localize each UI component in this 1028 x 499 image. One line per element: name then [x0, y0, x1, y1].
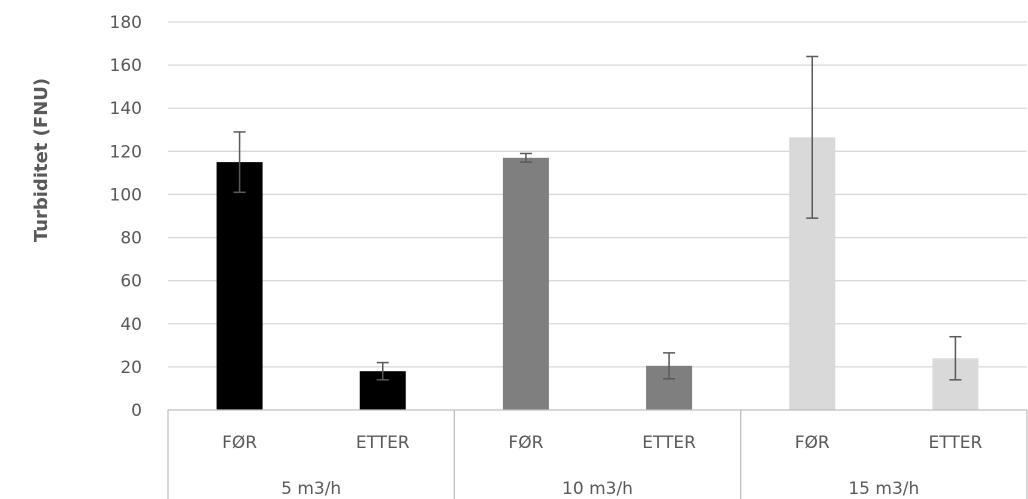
error-bars [233, 55, 962, 381]
x-axis: FØR ETTER 5 m3/h FØR ETTER 10 m3/h FØR ETTER 15 … [167, 409, 1028, 499]
x-category-label: ETTER [929, 433, 983, 453]
y-tick-label: 20 [120, 358, 142, 378]
x-category-label: FØR [222, 433, 257, 453]
x-group-label: 15 m3/h [848, 479, 919, 499]
bars [216, 137, 979, 411]
gridlines [168, 21, 1027, 368]
y-tick-label: 80 [120, 229, 142, 249]
x-group-label: 10 m3/h [562, 479, 633, 499]
x-category-label: FØR [795, 433, 830, 453]
y-axis-label: Turbiditet (FNU) [31, 78, 52, 242]
x-category-label: ETTER [642, 433, 696, 453]
y-tick-label: 120 [110, 142, 142, 162]
y-tick-label: 140 [110, 99, 142, 119]
y-tick-label: 100 [110, 185, 142, 205]
bar [502, 157, 549, 410]
y-tick-label: 160 [110, 56, 142, 76]
x-group-label: 5 m3/h [281, 479, 341, 499]
x-category-label: FØR [508, 433, 543, 453]
y-tick-label: 60 [120, 272, 142, 292]
y-axis-ticks: 0 20 40 60 80 100 120 140 160 180 [110, 13, 142, 421]
y-tick-label: 40 [120, 315, 142, 335]
y-tick-label: 0 [131, 401, 142, 421]
y-tick-label: 180 [110, 13, 142, 33]
bar [216, 162, 263, 410]
x-category-label: ETTER [356, 433, 410, 453]
